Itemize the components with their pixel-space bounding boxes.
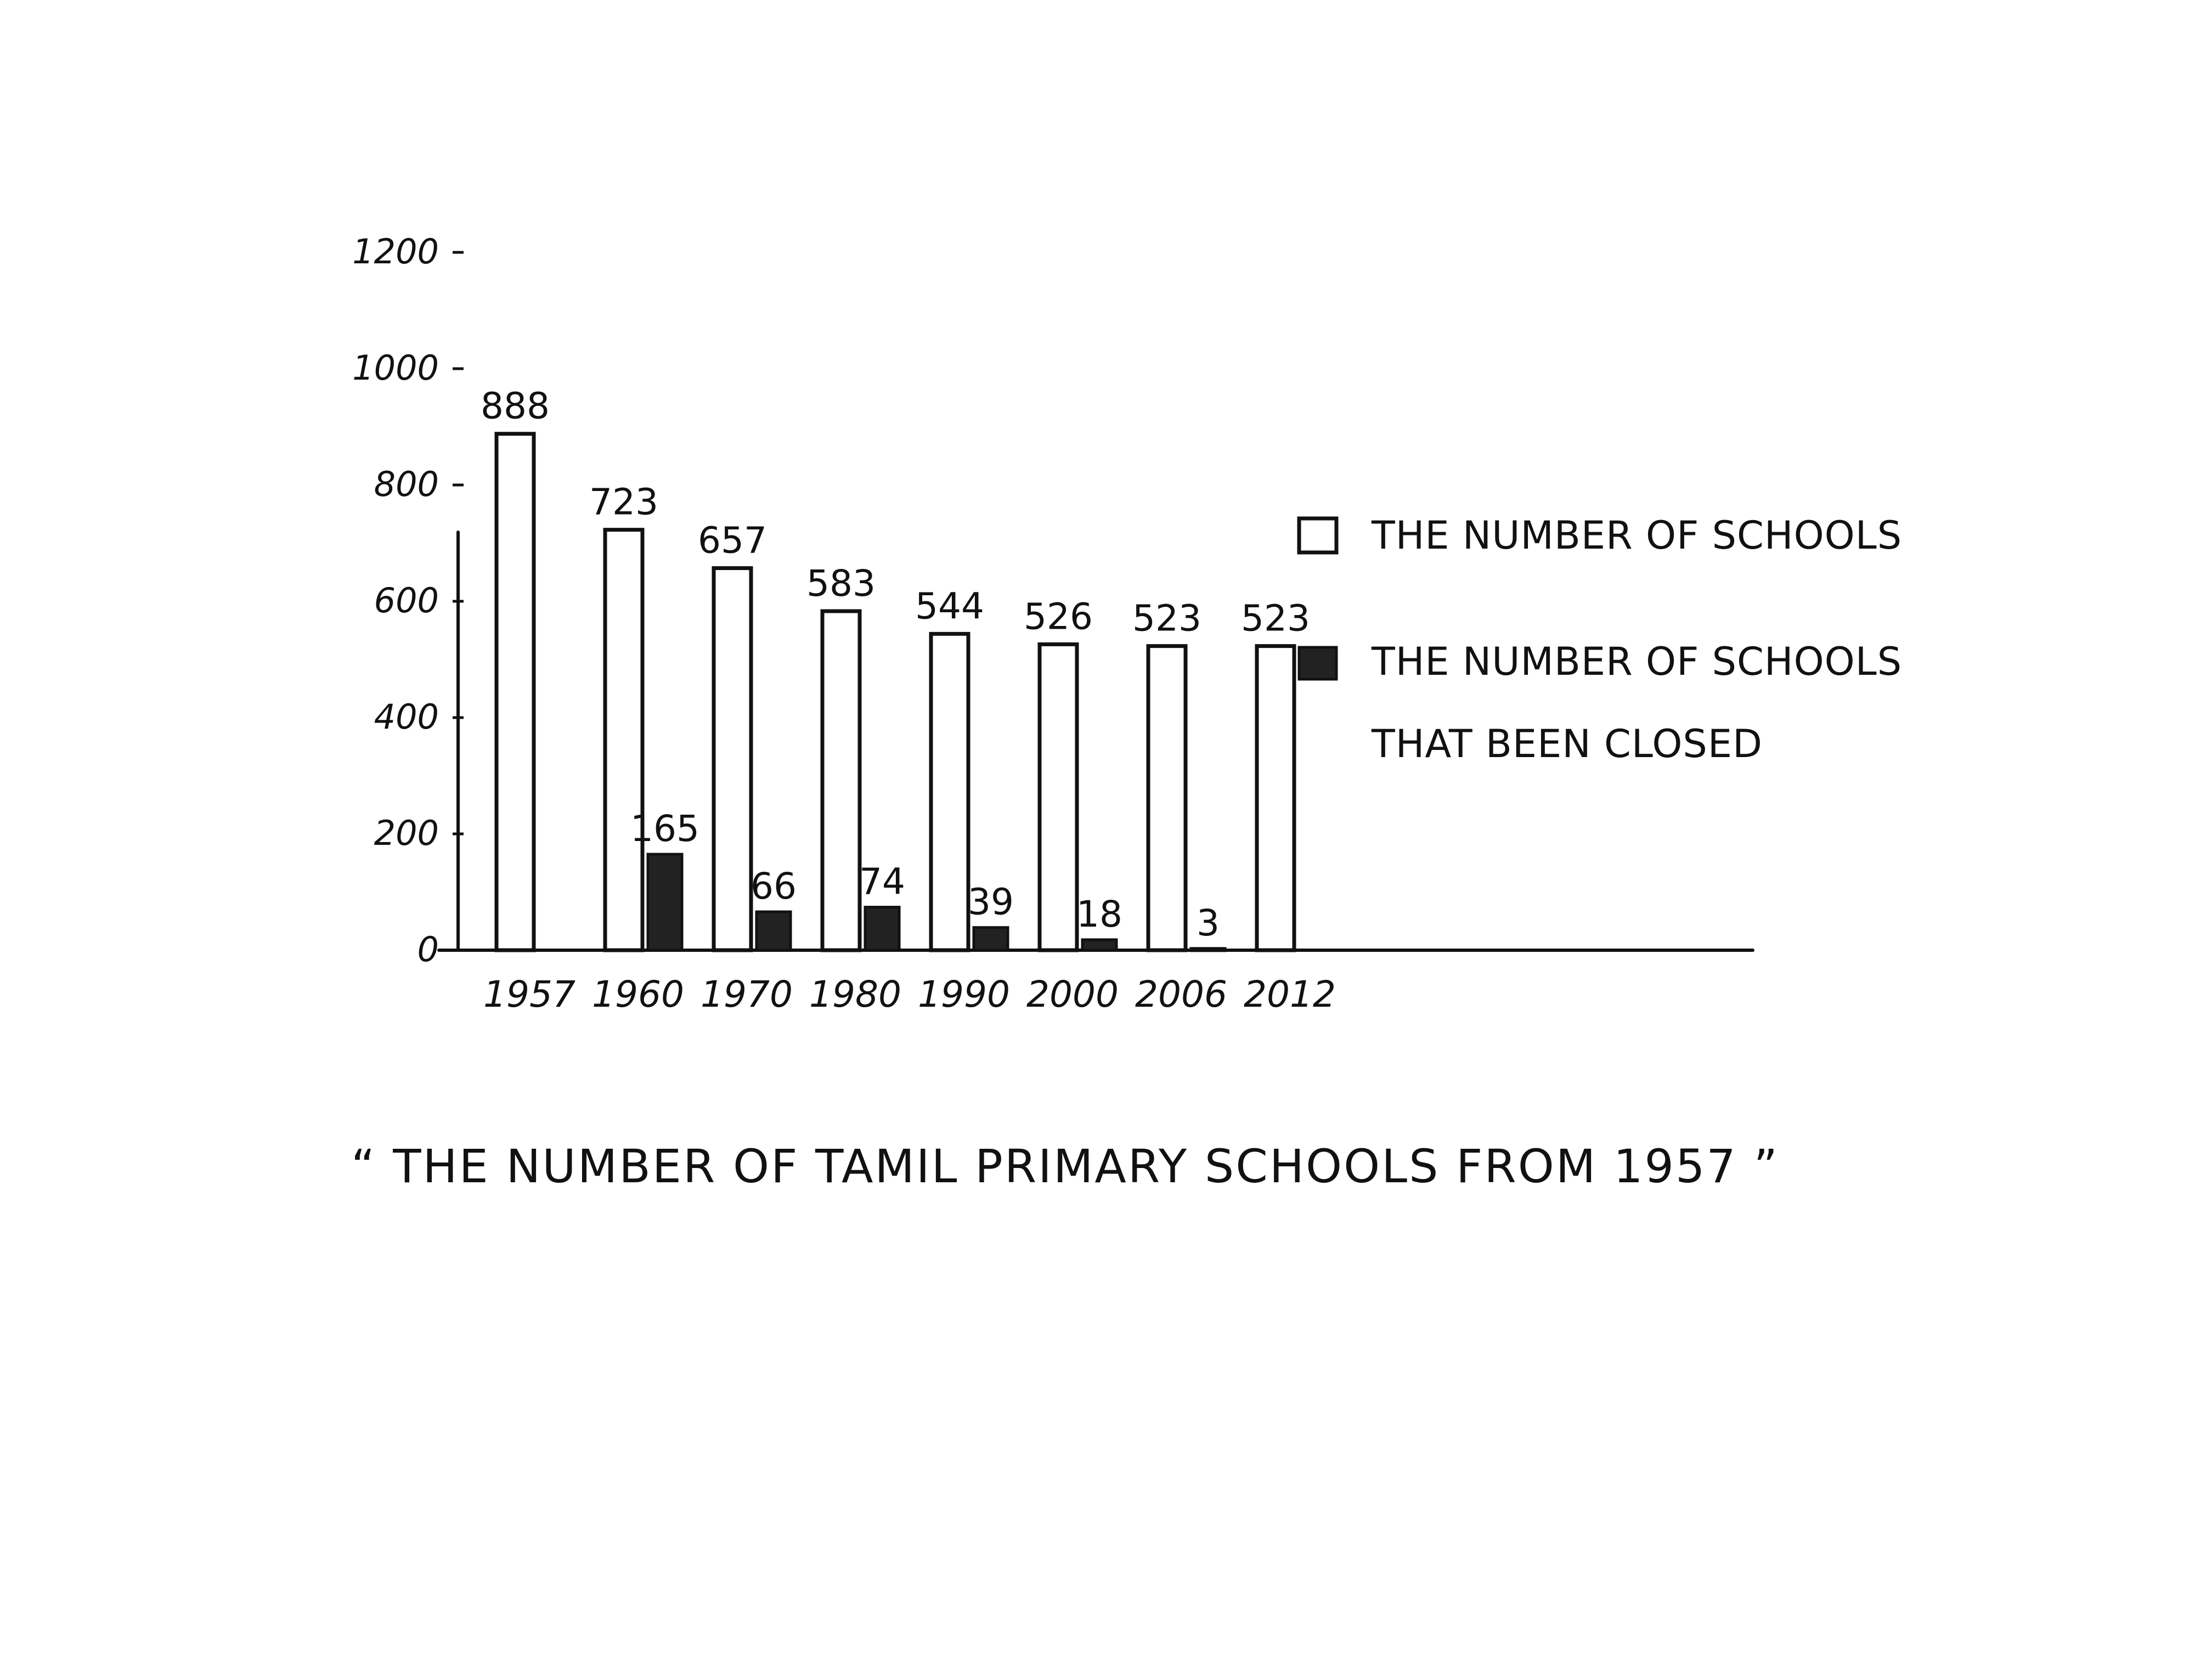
legend-label-closed-line1: THE NUMBER OF SCHOOLS — [1371, 639, 1902, 684]
value-label-closed: 66 — [751, 865, 797, 907]
value-label-schools: 657 — [698, 520, 767, 562]
bar-closed-schools — [755, 910, 792, 952]
category-label: 1957 — [483, 973, 575, 1015]
value-label-schools: 523 — [1132, 597, 1201, 640]
category-label: 1970 — [701, 973, 793, 1015]
value-label-schools: 544 — [915, 585, 984, 627]
value-label-schools: 523 — [1241, 597, 1310, 640]
category-label: 2000 — [1026, 973, 1119, 1015]
bar-schools — [1255, 644, 1296, 952]
category-label: 2006 — [1135, 973, 1227, 1015]
bar-closed-schools — [1081, 938, 1118, 952]
category-label: 1990 — [918, 973, 1010, 1015]
value-label-schools: 583 — [806, 562, 876, 605]
legend-label-closed-line2: THAT BEEN CLOSED — [1371, 721, 1763, 766]
value-label-schools: 723 — [589, 481, 658, 523]
y-tick-label: 1000 — [352, 348, 439, 388]
value-label-closed: 74 — [859, 861, 905, 903]
y-tick-label: 200 — [374, 813, 439, 853]
bar-closed-schools — [864, 906, 901, 952]
category-label: 2012 — [1244, 973, 1336, 1015]
value-label-schools: 526 — [1024, 595, 1093, 637]
y-tick-label: 600 — [374, 580, 439, 620]
value-label-closed: 165 — [630, 808, 699, 850]
bar-closed-schools — [646, 853, 684, 952]
bars — [494, 432, 1296, 952]
chart-caption: “ THE NUMBER OF TAMIL PRIMARY SCHOOLS FR… — [351, 1139, 1779, 1193]
bar-closed-schools — [972, 926, 1009, 952]
labels: 0 200 400 600 800 1000 1200 888 1957 723 165 1960 65… — [352, 232, 1336, 1015]
bar-schools — [494, 432, 536, 952]
value-label-schools: 888 — [481, 385, 550, 427]
bar-schools — [1146, 644, 1188, 952]
bar-schools — [1037, 642, 1079, 952]
category-label: 1980 — [809, 973, 901, 1015]
legend: THE NUMBER OF SCHOOLS THE NUMBER OF SCHOO… — [1297, 513, 1902, 766]
bar-schools — [820, 609, 862, 952]
category-label: 1960 — [592, 973, 684, 1015]
bar-schools — [603, 528, 645, 952]
bar-closed-schools — [1189, 947, 1227, 952]
value-label-closed: 39 — [968, 881, 1014, 923]
y-tick-label: 0 — [417, 929, 439, 969]
value-label-closed: 3 — [1197, 902, 1220, 944]
value-label-closed: 18 — [1076, 893, 1122, 935]
legend-label-schools: THE NUMBER OF SCHOOLS — [1371, 513, 1902, 558]
bar-schools — [929, 631, 970, 952]
legend-swatch-closed — [1297, 646, 1338, 681]
legend-swatch-schools — [1297, 516, 1339, 555]
y-tick-label: 800 — [374, 464, 439, 504]
y-tick-label: 400 — [374, 697, 439, 737]
y-tick-label: 1200 — [352, 232, 439, 272]
bar-schools — [712, 566, 753, 952]
